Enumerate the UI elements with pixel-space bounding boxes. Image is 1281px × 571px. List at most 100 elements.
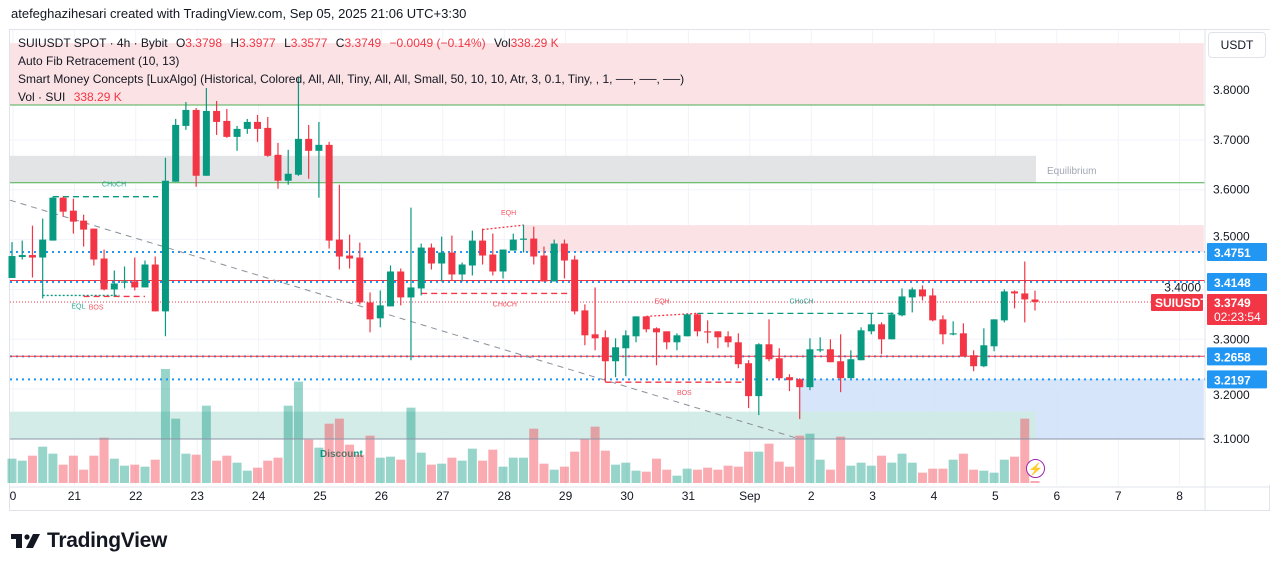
- candle-down[interactable]: [663, 331, 671, 343]
- candle-down[interactable]: [325, 144, 333, 241]
- candle-down[interactable]: [878, 324, 886, 340]
- candle-down[interactable]: [785, 377, 793, 381]
- candle-up[interactable]: [755, 344, 763, 397]
- candle-down[interactable]: [69, 210, 77, 222]
- lightning-icon[interactable]: ⚡: [1026, 459, 1045, 478]
- candle-up[interactable]: [8, 256, 16, 278]
- candle-up[interactable]: [39, 239, 47, 258]
- candle-down[interactable]: [796, 379, 804, 388]
- candle-down[interactable]: [765, 344, 773, 360]
- candle-down[interactable]: [489, 254, 497, 272]
- candle-down[interactable]: [28, 255, 36, 258]
- candle-up[interactable]: [284, 173, 292, 181]
- candle-down[interactable]: [530, 238, 538, 257]
- candle-up[interactable]: [121, 281, 129, 283]
- candle-down[interactable]: [581, 310, 589, 336]
- tradingview-logo[interactable]: TradingView: [11, 529, 167, 553]
- candle-up[interactable]: [980, 345, 988, 367]
- candle-down[interactable]: [601, 337, 609, 362]
- candle-down[interactable]: [151, 264, 159, 312]
- indicator-fib[interactable]: Auto Fib Retracement (10, 13): [18, 54, 180, 68]
- candle-down[interactable]: [356, 257, 364, 303]
- candle-down[interactable]: [264, 127, 272, 156]
- candle-down[interactable]: [959, 333, 967, 357]
- candle-up[interactable]: [908, 289, 916, 298]
- candle-up[interactable]: [509, 239, 517, 251]
- candle-up[interactable]: [673, 335, 681, 343]
- indicator-smc[interactable]: Smart Money Concepts [LuxAlgo] (Historic…: [18, 72, 685, 86]
- candle-down[interactable]: [929, 295, 937, 321]
- candle-down[interactable]: [826, 349, 834, 363]
- candle-up[interactable]: [520, 238, 527, 240]
- candle-down[interactable]: [540, 255, 548, 282]
- candle-up[interactable]: [949, 333, 957, 335]
- candle-down[interactable]: [397, 271, 405, 298]
- candle-up[interactable]: [417, 247, 425, 289]
- candle-down[interactable]: [591, 334, 599, 339]
- candle-down[interactable]: [571, 259, 579, 312]
- candle-down[interactable]: [274, 154, 282, 181]
- candle-up[interactable]: [816, 349, 824, 351]
- candle-down[interactable]: [560, 243, 568, 261]
- candle-up[interactable]: [49, 197, 57, 241]
- candle-up[interactable]: [18, 255, 26, 258]
- candle-up[interactable]: [376, 305, 384, 319]
- candle-up[interactable]: [407, 287, 415, 298]
- candle-down[interactable]: [427, 247, 435, 264]
- candle-down[interactable]: [479, 240, 487, 256]
- candle-down[interactable]: [223, 120, 231, 137]
- candle-up[interactable]: [387, 271, 395, 307]
- candle-up[interactable]: [243, 121, 251, 129]
- candle-down[interactable]: [192, 109, 200, 176]
- candle-up[interactable]: [990, 319, 998, 347]
- candle-up[interactable]: [683, 314, 691, 337]
- candle-down[interactable]: [80, 220, 88, 230]
- candle-down[interactable]: [100, 258, 108, 290]
- candle-down[interactable]: [714, 331, 722, 338]
- candle-up[interactable]: [550, 243, 558, 282]
- candle-up[interactable]: [888, 314, 896, 340]
- candle-up[interactable]: [632, 316, 640, 337]
- candle-down[interactable]: [448, 252, 456, 275]
- candle-down[interactable]: [131, 281, 139, 288]
- candle-down[interactable]: [1011, 291, 1019, 294]
- candle-up[interactable]: [233, 128, 241, 137]
- candle-up[interactable]: [1000, 291, 1008, 321]
- candle-down[interactable]: [724, 336, 732, 343]
- candle-up[interactable]: [315, 144, 323, 151]
- candle-down[interactable]: [734, 342, 742, 365]
- candle-up[interactable]: [612, 347, 620, 362]
- candle-up[interactable]: [172, 124, 180, 182]
- candle-up[interactable]: [468, 240, 476, 266]
- candle-down[interactable]: [693, 314, 701, 332]
- candle-up[interactable]: [438, 252, 446, 264]
- candle-up[interactable]: [202, 110, 210, 176]
- candle-up[interactable]: [857, 330, 865, 361]
- candle-down[interactable]: [642, 316, 650, 330]
- candle-up[interactable]: [458, 264, 466, 275]
- candle-down[interactable]: [1031, 299, 1039, 302]
- candle-up[interactable]: [294, 138, 302, 175]
- candle-up[interactable]: [867, 324, 875, 332]
- candle-down[interactable]: [90, 228, 98, 260]
- symbol-legend[interactable]: SUIUSDT SPOT · 4h · Bybit O3.3798 H3.397…: [18, 34, 684, 52]
- candle-up[interactable]: [182, 109, 190, 126]
- candle-down[interactable]: [213, 110, 221, 122]
- candle-up[interactable]: [141, 264, 149, 288]
- candle-down[interactable]: [970, 355, 978, 367]
- indicator-volume[interactable]: Vol · SUI 338.29 K: [18, 88, 684, 106]
- candle-down[interactable]: [366, 302, 374, 320]
- candle-down[interactable]: [775, 358, 783, 379]
- candle-up[interactable]: [622, 335, 630, 349]
- candle-up[interactable]: [806, 349, 814, 388]
- candle-down[interactable]: [346, 255, 354, 259]
- candle-down[interactable]: [837, 361, 845, 379]
- currency-button[interactable]: USDT: [1208, 32, 1266, 58]
- candle-down[interactable]: [939, 319, 947, 335]
- candle-down[interactable]: [745, 363, 753, 397]
- candle-down[interactable]: [59, 197, 67, 212]
- candle-up[interactable]: [110, 283, 118, 290]
- candle-down[interactable]: [1021, 293, 1029, 300]
- candle-up[interactable]: [499, 249, 507, 272]
